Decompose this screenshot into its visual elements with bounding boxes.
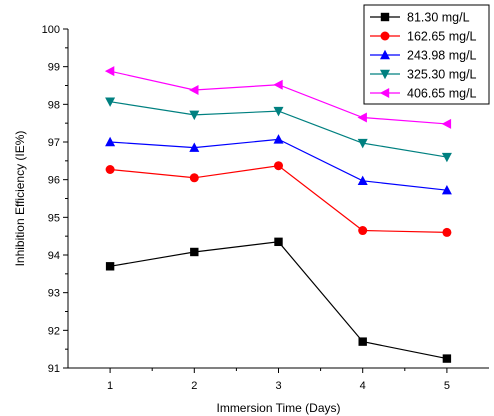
x-tick-label: 3 bbox=[275, 380, 281, 392]
data-point bbox=[442, 354, 452, 363]
y-tick-label: 95 bbox=[48, 212, 60, 224]
data-point bbox=[273, 134, 284, 144]
data-point bbox=[189, 173, 199, 183]
series-3 bbox=[105, 134, 452, 195]
axes: 91 92 93 94 95 96 97 98 99 100 1 2 3 4 5 bbox=[42, 24, 489, 392]
legend-item: 406.65 mg/L bbox=[370, 87, 477, 101]
legend-item: 243.98 mg/L bbox=[370, 49, 477, 63]
legend: 81.30 mg/L 162.65 mg/L 243.98 mg/L 325.30 m… bbox=[363, 4, 490, 105]
data-point bbox=[190, 247, 199, 257]
y-tick-label: 94 bbox=[48, 250, 60, 262]
y-tick-label: 93 bbox=[48, 288, 60, 300]
data-point bbox=[189, 142, 200, 152]
y-axis-label: Inhibition Efficiency (IE%) bbox=[13, 131, 27, 267]
data-point bbox=[105, 97, 116, 107]
data-point bbox=[274, 161, 283, 171]
series-2 bbox=[105, 161, 452, 237]
legend-marker bbox=[380, 49, 390, 60]
data-point bbox=[104, 66, 115, 77]
data-point bbox=[441, 118, 452, 129]
y-tick-label: 99 bbox=[48, 62, 60, 74]
y-tick-label: 98 bbox=[48, 99, 60, 111]
data-point bbox=[273, 79, 283, 90]
legend-marker bbox=[380, 12, 390, 22]
y-tick-label: 92 bbox=[48, 325, 60, 337]
legend-label: 162.65 mg/L bbox=[407, 30, 477, 44]
data-point bbox=[189, 110, 200, 121]
legend-label: 243.98 mg/L bbox=[407, 49, 477, 63]
x-tick-label: 2 bbox=[191, 380, 197, 392]
x-tick-label: 4 bbox=[360, 380, 366, 392]
legend-marker bbox=[379, 88, 390, 98]
legend-label: 325.30 mg/L bbox=[407, 68, 477, 82]
legend-item: 162.65 mg/L bbox=[370, 30, 477, 44]
data-point bbox=[189, 85, 199, 96]
x-tick-label: 5 bbox=[444, 380, 450, 392]
series-layer bbox=[104, 66, 452, 363]
y-tick-label: 97 bbox=[48, 137, 60, 149]
data-point bbox=[441, 185, 452, 195]
data-point bbox=[357, 112, 367, 123]
y-tick-label: 91 bbox=[48, 363, 60, 375]
series-line bbox=[109, 241, 448, 360]
series-line bbox=[110, 165, 447, 233]
data-point bbox=[357, 175, 368, 185]
legend-marker bbox=[380, 31, 390, 41]
data-point bbox=[442, 227, 452, 237]
data-point bbox=[441, 152, 452, 163]
y-tick-label: 100 bbox=[42, 24, 60, 36]
legend-item: 325.30 mg/L bbox=[370, 68, 477, 82]
data-point bbox=[274, 237, 283, 247]
legend-marker bbox=[380, 69, 390, 80]
data-point bbox=[357, 138, 368, 149]
series-5 bbox=[104, 66, 452, 129]
x-axis-label: Immersion Time (Days) bbox=[216, 401, 340, 415]
legend-label: 81.30 mg/L bbox=[407, 11, 470, 25]
y-tick-label: 96 bbox=[48, 175, 60, 187]
data-point bbox=[358, 337, 367, 346]
data-point bbox=[358, 226, 368, 236]
data-point bbox=[105, 164, 115, 174]
x-tick-label: 1 bbox=[107, 380, 113, 392]
legend-label: 406.65 mg/L bbox=[407, 87, 477, 101]
series-1 bbox=[105, 237, 452, 363]
data-point bbox=[105, 262, 115, 271]
legend-item: 81.30 mg/L bbox=[370, 11, 470, 25]
series-4 bbox=[105, 97, 452, 163]
data-point bbox=[105, 136, 116, 147]
data-point bbox=[273, 106, 284, 117]
